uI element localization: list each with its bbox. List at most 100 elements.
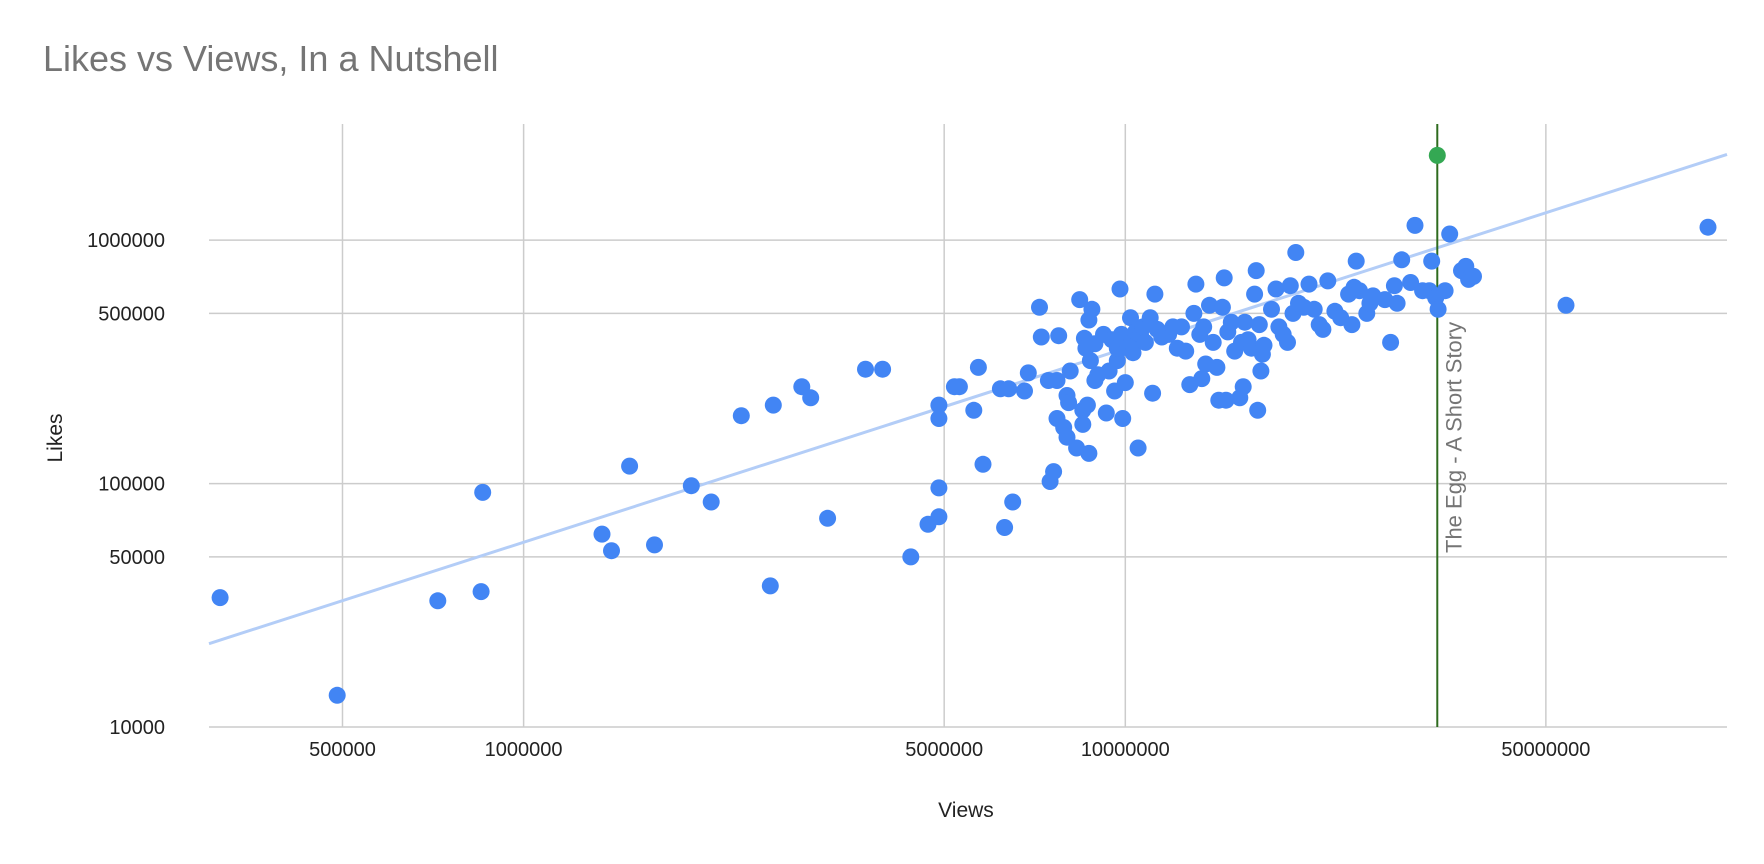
data-point <box>1429 300 1447 318</box>
data-point <box>1250 316 1268 334</box>
data-point <box>682 477 700 495</box>
data-point <box>1016 382 1033 400</box>
data-point <box>1050 327 1068 345</box>
x-tick-label: 10000000 <box>1081 739 1170 761</box>
data-point <box>1247 262 1265 280</box>
data-point <box>1111 280 1129 298</box>
data-point <box>1208 358 1226 376</box>
data-point <box>1441 225 1459 243</box>
data-point <box>1314 320 1332 338</box>
data-point <box>1385 277 1403 295</box>
data-point <box>1124 344 1142 362</box>
data-point <box>1263 300 1280 318</box>
annotation-label: The Egg - A Short Story <box>1441 322 1466 553</box>
data-point <box>996 519 1014 536</box>
data-point <box>593 525 611 543</box>
data-point <box>472 583 490 601</box>
data-point <box>1201 296 1218 314</box>
data-point <box>1281 277 1299 295</box>
data-point <box>1078 396 1096 414</box>
data-point <box>930 479 948 497</box>
data-point <box>1319 272 1337 290</box>
data-point <box>950 378 968 396</box>
data-point <box>1236 313 1254 331</box>
data-point <box>1393 251 1411 269</box>
data-point <box>646 536 663 554</box>
data-point <box>1136 333 1154 351</box>
data-point <box>1213 298 1231 316</box>
data-point <box>732 407 750 425</box>
data-point <box>1193 370 1211 388</box>
data-point <box>1071 291 1089 309</box>
x-tick-label: 5000000 <box>905 739 983 761</box>
data-point <box>1699 218 1717 236</box>
y-gridlines <box>209 239 1727 728</box>
data-point <box>1048 372 1066 389</box>
data-point <box>974 455 992 473</box>
data-point <box>328 686 346 704</box>
trendline <box>208 152 1728 646</box>
data-point <box>1061 362 1079 380</box>
data-point <box>1351 282 1368 300</box>
data-point <box>1222 313 1240 331</box>
data-point <box>1097 404 1115 422</box>
y-tick-label: 500000 <box>98 303 165 325</box>
data-point <box>1305 300 1323 318</box>
data-point <box>761 577 779 595</box>
data-point <box>1173 318 1190 336</box>
data-point <box>1108 352 1126 370</box>
trendline-layer <box>208 152 1728 646</box>
y-tick-label: 100000 <box>98 474 165 496</box>
data-point <box>1557 296 1575 314</box>
data-point <box>1402 274 1420 291</box>
data-point <box>1177 342 1195 360</box>
y-tick-labels: 10000 50000 100000 500000 1000000 <box>87 230 165 739</box>
data-point <box>1436 282 1454 300</box>
data-point <box>1004 493 1022 511</box>
data-point <box>1279 333 1296 351</box>
data-point <box>1060 394 1078 412</box>
data-point <box>474 483 492 501</box>
data-point <box>1129 439 1147 457</box>
data-point <box>1195 318 1213 336</box>
data-point <box>930 508 948 526</box>
data-point <box>1287 244 1305 261</box>
data-point <box>1423 252 1441 270</box>
data-point <box>857 360 874 378</box>
data-point <box>1215 269 1233 287</box>
data-point <box>1081 352 1099 370</box>
y-axis-title: Likes <box>44 413 67 462</box>
data-point <box>1032 328 1050 346</box>
data-point <box>621 457 639 475</box>
x-gridlines <box>341 124 1547 727</box>
data-point <box>1343 316 1361 334</box>
data-point <box>1406 216 1424 234</box>
y-tick-label: 50000 <box>109 547 165 569</box>
data-point <box>1080 444 1098 462</box>
data-point <box>802 389 820 407</box>
x-tick-label: 1000000 <box>485 739 563 761</box>
data-point <box>1185 304 1203 322</box>
x-tick-label: 50000000 <box>1501 739 1590 761</box>
points-layer <box>211 146 1717 704</box>
x-axis-title: Views <box>938 799 994 822</box>
data-point <box>1255 336 1273 354</box>
data-point <box>702 493 720 511</box>
data-point <box>930 410 948 427</box>
x-tick-label: 500000 <box>309 739 376 761</box>
chart-title: Likes vs Views, In a Nutshell <box>43 38 499 79</box>
data-point <box>965 401 983 419</box>
y-tick-label: 10000 <box>109 717 165 739</box>
data-point <box>1465 267 1482 285</box>
y-tick-label: 1000000 <box>87 230 165 252</box>
data-point <box>1019 364 1037 382</box>
data-point <box>902 548 920 566</box>
data-point <box>1144 384 1162 402</box>
data-point <box>429 592 447 610</box>
data-point <box>1300 275 1318 293</box>
data-point <box>1388 294 1406 312</box>
data-point <box>1116 374 1134 392</box>
data-point <box>764 396 782 414</box>
data-point <box>1252 362 1270 380</box>
